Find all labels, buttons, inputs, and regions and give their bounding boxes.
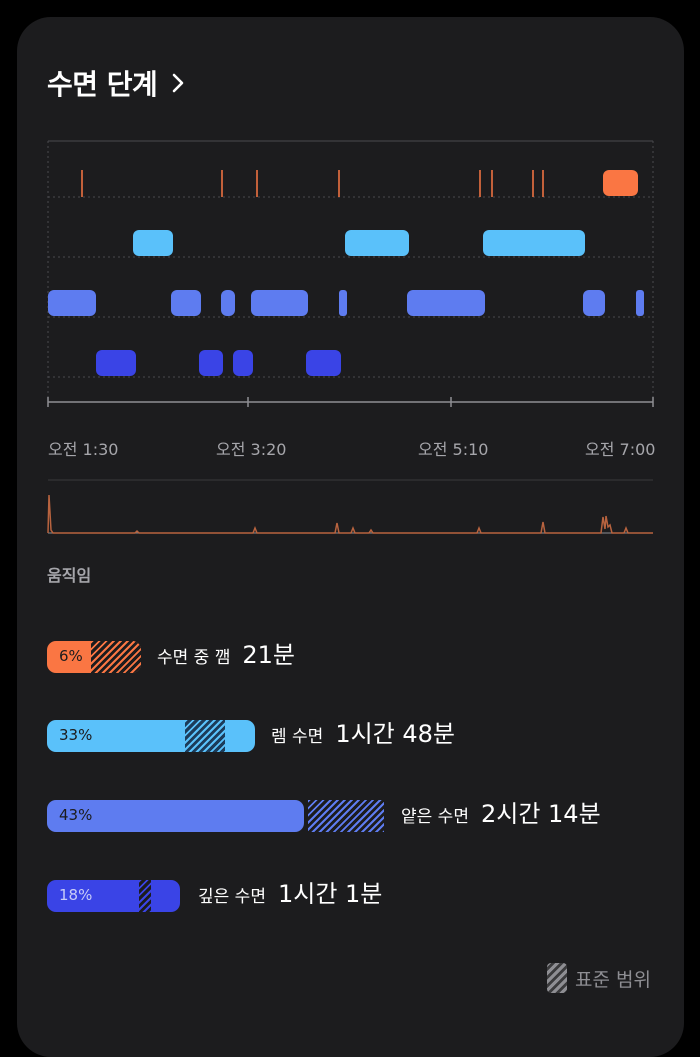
stage-duration: 21분	[242, 641, 295, 669]
awake-ticks	[81, 170, 544, 197]
movement-chart	[47, 479, 653, 534]
stage-duration: 1시간 1분	[277, 880, 383, 908]
legend-label: 표준 범위	[575, 968, 651, 991]
page-title: 수면 단계	[47, 68, 158, 101]
stage-name: 얕은 수면	[401, 807, 469, 827]
stage-label-rem: 렘 수면 1시간 48분	[271, 714, 455, 749]
standard-range-hatch	[139, 880, 151, 912]
standard-range-hatch	[308, 800, 384, 832]
stage-duration: 2시간 14분	[480, 800, 601, 828]
chevron-right-icon	[172, 73, 184, 93]
movement-label: 움직임	[47, 566, 92, 585]
standard-range-hatch	[91, 641, 141, 673]
time-label-2: 오전 3:20	[216, 440, 287, 459]
stage-duration: 1시간 48분	[335, 720, 456, 748]
time-label-end: 오전 7:00	[585, 440, 656, 459]
stage-segments	[48, 170, 644, 376]
hatch-pattern-icon	[547, 963, 567, 993]
stage-label-core: 얕은 수면 2시간 14분	[401, 794, 601, 829]
stage-name: 깊은 수면	[198, 887, 266, 907]
stage-name: 수면 중 깸	[157, 648, 231, 668]
time-label-3: 오전 5:10	[418, 440, 489, 459]
stage-percent: 6%	[59, 647, 83, 665]
stage-bar-core: 43%	[47, 800, 304, 832]
sleep-stages-card: 수면 단계	[17, 17, 684, 1057]
standard-range-legend: 표준 범위	[547, 963, 651, 993]
time-label-start: 오전 1:30	[48, 440, 119, 459]
stage-bar-deep: 18%	[47, 880, 180, 912]
stage-percent: 18%	[59, 886, 93, 904]
stage-percent: 33%	[59, 726, 93, 744]
sleep-stages-title-link[interactable]: 수면 단계	[47, 63, 189, 103]
hypnogram-chart	[47, 140, 654, 534]
transition-lines	[95, 183, 637, 363]
stage-percent: 43%	[59, 806, 93, 824]
standard-range-hatch	[185, 720, 225, 752]
stage-label-awake: 수면 중 깸 21분	[157, 635, 295, 670]
stage-name: 렘 수면	[271, 727, 324, 747]
chart-grid	[47, 140, 654, 407]
stage-label-deep: 깊은 수면 1시간 1분	[198, 874, 382, 909]
stage-bar-rem: 33%	[47, 720, 255, 752]
stage-bar-awake: 6%	[47, 641, 141, 673]
